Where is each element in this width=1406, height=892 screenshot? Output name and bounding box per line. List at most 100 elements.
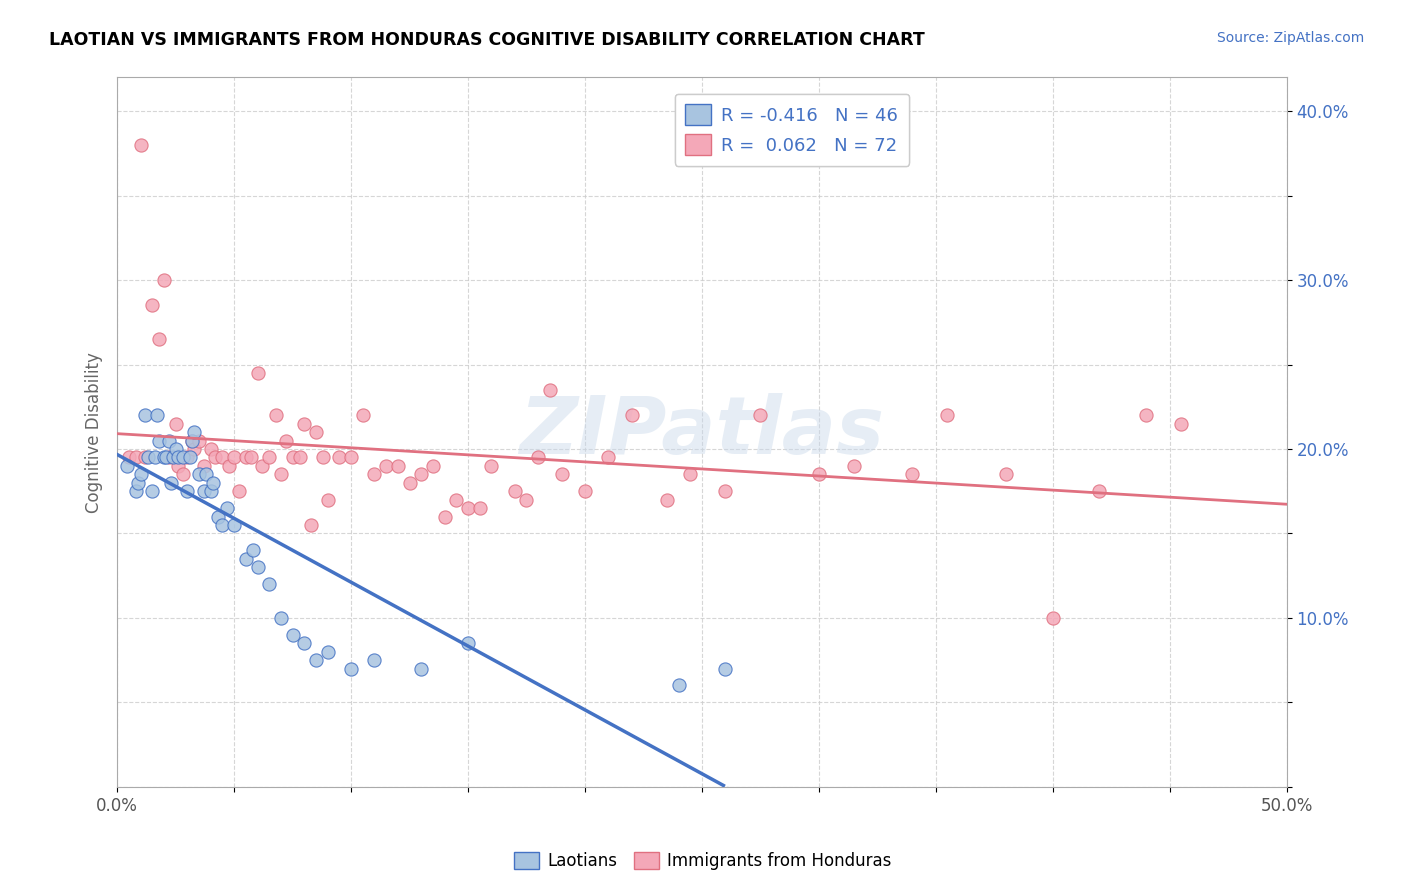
- Point: [127, 475, 149, 490]
- Point: [433, 509, 456, 524]
- Point: [200, 484, 222, 499]
- Point: [134, 450, 156, 465]
- Point: [281, 628, 304, 642]
- Y-axis label: Cognitive Disability: Cognitive Disability: [86, 351, 103, 513]
- Point: [183, 425, 205, 439]
- Point: [1170, 417, 1192, 431]
- Point: [228, 484, 250, 499]
- Point: [316, 492, 339, 507]
- Point: [305, 425, 328, 439]
- Point: [1088, 484, 1111, 499]
- Point: [118, 450, 141, 465]
- Point: [167, 450, 190, 465]
- Point: [363, 653, 385, 667]
- Point: [270, 467, 292, 482]
- Point: [527, 450, 550, 465]
- Point: [172, 450, 194, 465]
- Point: [202, 475, 225, 490]
- Point: [181, 434, 204, 448]
- Point: [125, 450, 148, 465]
- Point: [188, 434, 211, 448]
- Point: [246, 366, 269, 380]
- Point: [668, 678, 690, 692]
- Text: ZIPatlas: ZIPatlas: [519, 393, 884, 471]
- Point: [363, 467, 385, 482]
- Point: [714, 484, 737, 499]
- Point: [398, 475, 420, 490]
- Point: [457, 501, 479, 516]
- Point: [217, 501, 239, 516]
- Text: LAOTIAN VS IMMIGRANTS FROM HONDURAS COGNITIVE DISABILITY CORRELATION CHART: LAOTIAN VS IMMIGRANTS FROM HONDURAS COGN…: [49, 31, 925, 49]
- Point: [115, 458, 138, 473]
- Point: [574, 484, 596, 499]
- Point: [165, 442, 187, 456]
- Point: [224, 450, 246, 465]
- Point: [172, 467, 194, 482]
- Point: [200, 442, 222, 456]
- Point: [901, 467, 924, 482]
- Point: [1135, 409, 1157, 423]
- Point: [994, 467, 1017, 482]
- Point: [193, 484, 215, 499]
- Point: [749, 409, 772, 423]
- Point: [1042, 611, 1064, 625]
- Point: [157, 450, 180, 465]
- Point: [936, 409, 959, 423]
- Point: [143, 450, 166, 465]
- Point: [270, 611, 292, 625]
- Point: [153, 450, 176, 465]
- Point: [160, 475, 183, 490]
- Point: [281, 450, 304, 465]
- Point: [316, 645, 339, 659]
- Point: [411, 662, 433, 676]
- Text: Source: ZipAtlas.com: Source: ZipAtlas.com: [1216, 31, 1364, 45]
- Point: [167, 458, 190, 473]
- Point: [181, 434, 204, 448]
- Point: [422, 458, 444, 473]
- Point: [242, 543, 264, 558]
- Point: [148, 434, 170, 448]
- Point: [340, 450, 363, 465]
- Point: [274, 434, 297, 448]
- Point: [129, 467, 152, 482]
- Point: [807, 467, 830, 482]
- Point: [538, 383, 561, 397]
- Point: [299, 518, 322, 533]
- Point: [141, 298, 163, 312]
- Point: [257, 577, 280, 591]
- Point: [305, 653, 328, 667]
- Point: [157, 434, 180, 448]
- Point: [235, 450, 257, 465]
- Point: [153, 273, 176, 287]
- Point: [655, 492, 678, 507]
- Point: [211, 450, 233, 465]
- Point: [598, 450, 620, 465]
- Point: [134, 409, 156, 423]
- Point: [481, 458, 503, 473]
- Point: [246, 560, 269, 574]
- Point: [204, 450, 226, 465]
- Point: [340, 662, 363, 676]
- Point: [411, 467, 433, 482]
- Point: [235, 551, 257, 566]
- Point: [515, 492, 537, 507]
- Point: [179, 450, 201, 465]
- Point: [129, 138, 152, 153]
- Point: [503, 484, 526, 499]
- Point: [188, 467, 211, 482]
- Point: [239, 450, 262, 465]
- Point: [195, 467, 218, 482]
- Point: [328, 450, 350, 465]
- Point: [352, 409, 374, 423]
- Point: [292, 417, 315, 431]
- Point: [468, 501, 491, 516]
- Point: [207, 509, 229, 524]
- Point: [288, 450, 311, 465]
- Point: [550, 467, 572, 482]
- Point: [457, 636, 479, 650]
- Point: [679, 467, 702, 482]
- Point: [250, 458, 273, 473]
- Point: [218, 458, 240, 473]
- Legend: R = -0.416   N = 46, R =  0.062   N = 72: R = -0.416 N = 46, R = 0.062 N = 72: [675, 94, 910, 166]
- Point: [312, 450, 335, 465]
